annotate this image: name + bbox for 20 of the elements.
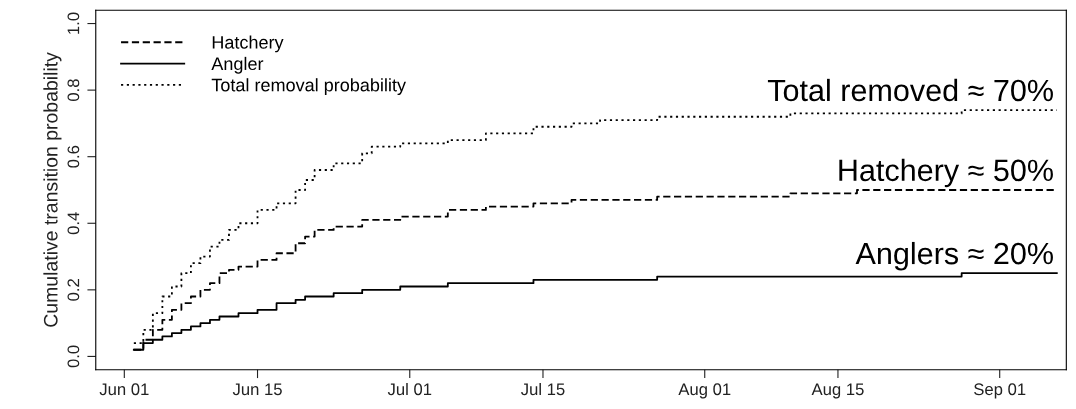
y-tick-label: 0.4 (67, 212, 80, 235)
x-tick-label: Aug 01 (678, 383, 731, 399)
y-tick-label: 0.0 (67, 345, 80, 368)
x-tick-label: Jun 15 (232, 383, 282, 396)
annotation: Total removed ≈ 70% (767, 78, 1053, 102)
x-tick-label: Jul 01 (387, 382, 432, 396)
y-tick-label: 0.8 (67, 79, 80, 102)
y-axis-title: Cumulative transition probability (43, 52, 62, 327)
x-tick-label: Sep 01 (974, 383, 1026, 399)
y-tick-label: 0.2 (67, 279, 80, 301)
legend-label: Angler (211, 56, 264, 74)
annotation: Hatchery ≈ 50% (839, 158, 1053, 188)
legend-label: Total removal probability (211, 78, 406, 96)
legend-label: Hatchery (212, 35, 284, 53)
y-tick-label: 1.0 (67, 12, 80, 34)
annotation: Anglers ≈ 20% (855, 241, 1053, 271)
y-tick-label: 0.6 (67, 145, 80, 168)
x-tick-label: Aug 15 (811, 383, 864, 399)
x-tick-label: Jun 01 (99, 383, 149, 396)
x-tick-label: Jul 15 (521, 382, 565, 396)
